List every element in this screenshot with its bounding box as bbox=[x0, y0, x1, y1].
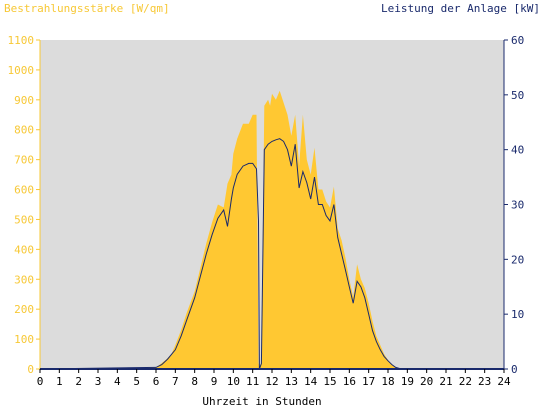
left-tick-label: 900 bbox=[14, 94, 34, 107]
x-tick-label: 23 bbox=[478, 375, 491, 388]
x-tick-label: 24 bbox=[497, 375, 511, 388]
right-tick-label: 40 bbox=[511, 144, 524, 157]
left-tick-label: 1100 bbox=[8, 34, 35, 47]
x-tick-label: 15 bbox=[323, 375, 336, 388]
x-tick-label: 16 bbox=[343, 375, 356, 388]
x-tick-label: 6 bbox=[153, 375, 160, 388]
x-tick-label: 1 bbox=[56, 375, 63, 388]
left-tick-label: 600 bbox=[14, 184, 34, 197]
left-tick-label: 100 bbox=[14, 333, 34, 346]
x-tick-label: 13 bbox=[285, 375, 298, 388]
x-tick-label: 22 bbox=[459, 375, 472, 388]
left-ticks: 0 100 200 300 400 500 600 700 800 900 1000 1100 bbox=[8, 34, 40, 376]
x-tick-label: 9 bbox=[211, 375, 218, 388]
x-tick-label: 5 bbox=[133, 375, 140, 388]
x-tick-label: 0 bbox=[37, 375, 44, 388]
x-tick-label: 3 bbox=[95, 375, 102, 388]
right-tick-label: 10 bbox=[511, 308, 524, 321]
x-tick-label: 12 bbox=[265, 375, 278, 388]
left-axis-title: Bestrahlungsstärke [W/qm] bbox=[4, 2, 170, 15]
right-tick-label: 60 bbox=[511, 34, 524, 47]
left-tick-label: 1000 bbox=[8, 64, 35, 77]
x-tick-label: 10 bbox=[227, 375, 240, 388]
x-tick-label: 21 bbox=[439, 375, 452, 388]
x-tick-label: 8 bbox=[191, 375, 198, 388]
left-tick-label: 300 bbox=[14, 273, 34, 286]
left-tick-label: 800 bbox=[14, 124, 34, 137]
x-tick-label: 7 bbox=[172, 375, 179, 388]
left-tick-label: 400 bbox=[14, 243, 34, 256]
right-axis-title: Leistung der Anlage [kW] bbox=[381, 2, 540, 15]
right-ticks: 0 10 20 30 40 50 60 bbox=[504, 34, 524, 376]
right-tick-label: 20 bbox=[511, 253, 524, 266]
right-tick-label: 0 bbox=[511, 363, 518, 376]
x-tick-label: 17 bbox=[362, 375, 375, 388]
x-tick-label: 14 bbox=[304, 375, 318, 388]
right-tick-label: 50 bbox=[511, 89, 524, 102]
power-line bbox=[39, 138, 504, 370]
left-tick-label: 500 bbox=[14, 213, 34, 226]
x-tick-label: 18 bbox=[381, 375, 394, 388]
irradiance-area bbox=[40, 90, 504, 370]
x-tick-label: 11 bbox=[246, 375, 259, 388]
right-tick-label: 30 bbox=[511, 199, 524, 212]
x-axis-title: Uhrzeit in Stunden bbox=[202, 395, 321, 408]
left-tick-label: 0 bbox=[27, 363, 34, 376]
x-tick-label: 20 bbox=[420, 375, 433, 388]
x-tick-label: 4 bbox=[114, 375, 121, 388]
x-ticks: 0 1 2 3 4 5 6 7 8 9 10 11 12 13 14 15 16 17 18 19 20 21 22 23 24 bbox=[37, 369, 511, 388]
x-tick-label: 19 bbox=[401, 375, 414, 388]
left-tick-label: 200 bbox=[14, 303, 34, 316]
x-tick-label: 2 bbox=[75, 375, 82, 388]
left-tick-label: 700 bbox=[14, 154, 34, 167]
